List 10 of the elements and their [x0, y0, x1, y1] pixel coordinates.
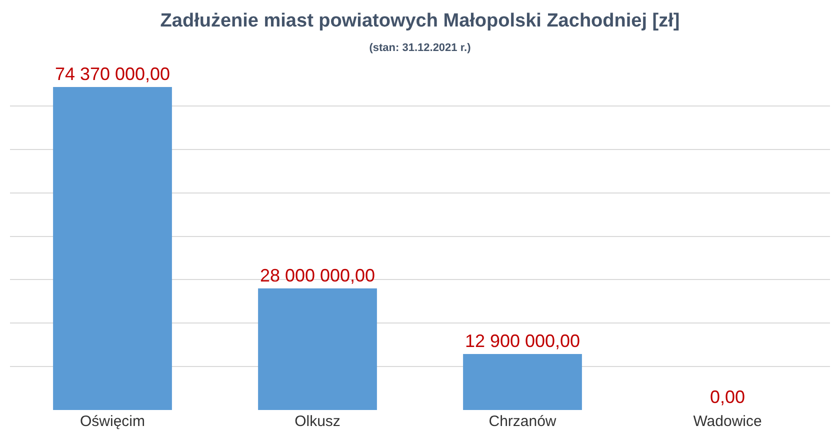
data-label: 74 370 000,00 [54, 64, 170, 84]
x-tick-label: Olkusz [294, 413, 340, 430]
data-label: 12 900 000,00 [464, 330, 580, 351]
data-label: 28 000 000,00 [260, 265, 376, 286]
data-label: 0,00 [710, 387, 746, 407]
chart-title: Zadłużenie miast powiatowych Małopolski Zachodniej [zł] [160, 10, 680, 32]
x-tick-label: Wadowice [693, 413, 762, 430]
x-tick-label: Oświęcim [80, 413, 146, 430]
chart-subtitle: (stan: 31.12.2021 r.) [369, 42, 472, 54]
x-tick-label: Chrzanów [488, 413, 556, 430]
